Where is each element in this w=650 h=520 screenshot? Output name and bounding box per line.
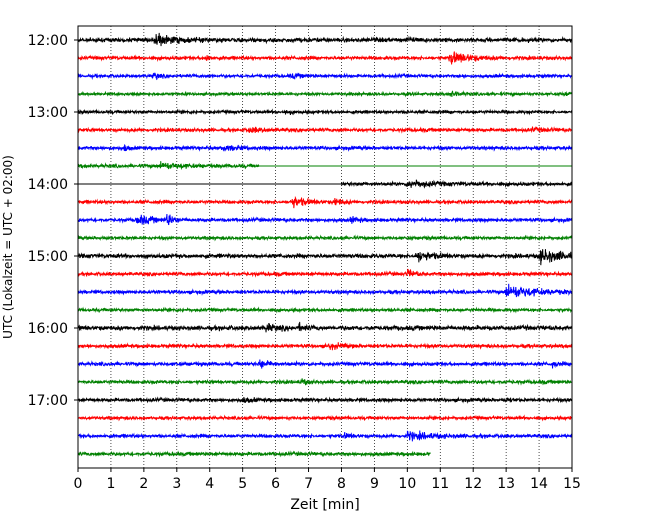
seismic-trace <box>77 321 573 333</box>
y-tick-label: 12:00 <box>28 33 68 49</box>
x-axis-label: Zeit [min] <box>290 497 359 513</box>
seismic-trace <box>77 161 572 171</box>
x-tick-label: 12 <box>464 476 482 492</box>
x-tick-label: 2 <box>139 476 148 492</box>
seismic-trace <box>77 90 573 98</box>
seismic-trace <box>77 234 573 242</box>
x-tick-label: 4 <box>205 476 214 492</box>
y-tick-label: 15:00 <box>28 249 68 265</box>
y-axis-ticks: 12:00 13:00 14:00 15:00 16:00 17:00 <box>28 33 78 409</box>
x-tick-label: 8 <box>337 476 346 492</box>
x-axis-ticks: 0 1 2 3 4 5 6 7 8 9 10 11 12 13 14 15 <box>74 468 581 492</box>
seismic-trace <box>77 32 573 47</box>
x-tick-label: 1 <box>106 476 115 492</box>
x-tick-label: 5 <box>238 476 247 492</box>
plot-frame <box>77 25 573 469</box>
x-tick-label: 3 <box>172 476 181 492</box>
seismic-trace <box>77 195 573 209</box>
seismic-trace <box>77 108 573 116</box>
x-tick-label: 6 <box>271 476 280 492</box>
seismic-trace <box>77 450 431 458</box>
x-tick-label: 0 <box>74 476 83 492</box>
x-tick-label: 11 <box>431 476 449 492</box>
seismic-trace <box>77 430 573 442</box>
y-tick-label: 16:00 <box>28 321 68 337</box>
x-tick-label: 9 <box>370 476 379 492</box>
x-tick-label: 14 <box>530 476 548 492</box>
seismic-trace <box>78 179 573 189</box>
seismic-trace <box>77 283 573 298</box>
seismic-trace <box>77 306 573 314</box>
seismic-trace <box>77 72 573 81</box>
seismic-trace <box>77 249 573 266</box>
seismic-trace <box>77 51 573 65</box>
seismic-trace <box>77 359 573 369</box>
seismic-trace <box>77 213 573 226</box>
seismic-trace <box>77 378 573 386</box>
seismic-trace <box>77 126 573 134</box>
y-tick-label: 13:00 <box>28 105 68 121</box>
x-tick-label: 10 <box>398 476 416 492</box>
y-tick-label: 17:00 <box>28 393 68 409</box>
seismic-trace <box>77 414 573 422</box>
seismic-trace <box>77 144 573 152</box>
y-tick-label: 14:00 <box>28 177 68 193</box>
trace-group <box>77 32 573 458</box>
seismic-trace <box>77 342 573 351</box>
x-tick-label: 13 <box>497 476 515 492</box>
x-tick-label: 7 <box>304 476 313 492</box>
y-axis-label: UTC (Lokalzeit = UTC + 02:00) <box>1 155 15 339</box>
x-tick-label: 15 <box>563 476 581 492</box>
seismic-trace <box>77 396 573 404</box>
seismic-trace <box>77 268 573 278</box>
